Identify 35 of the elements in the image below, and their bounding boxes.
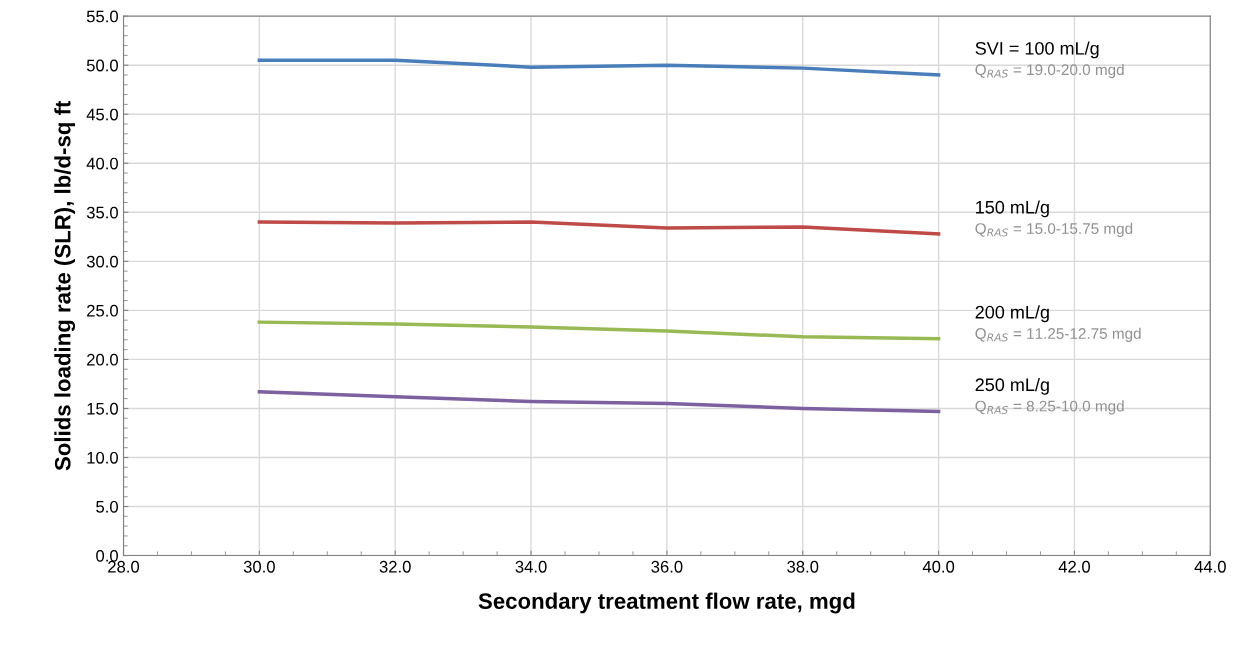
text: 150 mL/g (976, 200, 1049, 218)
y-tick-label: 45.0 (86, 108, 118, 121)
y-tick-label: 20.0 (87, 353, 118, 366)
y-tick-label: 50.0 (86, 59, 118, 72)
text: 250 mL/g (975, 377, 1049, 395)
annotation: Q$_{RAS}$ = 8.25-10.0 mgd (975, 400, 1124, 415)
y-tick-label: 35.0 (86, 206, 118, 219)
annotation: Q$_{RAS}$ = 19.0-20.0 mgd (975, 63, 1124, 79)
y-tick-label: 25.0 (87, 304, 118, 317)
y-axis-title: Solids loading rate (SLR), lb/d-sq ft (54, 100, 76, 471)
x-tick-label: 36.0 (651, 560, 683, 573)
y-tick-label: 10.0 (87, 451, 118, 464)
y-tick-label: 30.0 (86, 255, 118, 268)
y-tick-label: 40.0 (86, 157, 118, 170)
x-tick-label: 28.0 (108, 560, 140, 573)
y-tick-label: 15.0 (87, 402, 118, 415)
x-tick-label: 38.0 (787, 560, 819, 573)
line-series (257, 58, 941, 77)
x-tick-label: 44.0 (1194, 560, 1226, 573)
line-series (257, 390, 941, 414)
x-tick-label: 30.0 (243, 560, 275, 573)
y-tick-label: 55.0 (86, 10, 118, 23)
y-tick-label: 5.0 (96, 500, 118, 513)
x-tick-label: 32.0 (379, 560, 411, 573)
y-tick-label: 0.0 (96, 549, 118, 562)
x-tick-label: 42.0 (1058, 560, 1091, 573)
x-tick-label: 40.0 (922, 560, 955, 573)
annotation: Q$_{RAS}$ = 11.25-12.75 mgd (975, 327, 1141, 342)
x-axis-title: Secondary treatment flow rate, mgd (478, 592, 855, 614)
line-series (257, 320, 941, 341)
text: 200 mL/g (975, 305, 1049, 323)
line-series (257, 220, 941, 236)
text: SVI = 100 mL/g (975, 41, 1099, 59)
x-tick-label: 34.0 (515, 560, 547, 573)
annotation: Q$_{RAS}$ = 15.0-15.75 mgd (975, 222, 1133, 238)
